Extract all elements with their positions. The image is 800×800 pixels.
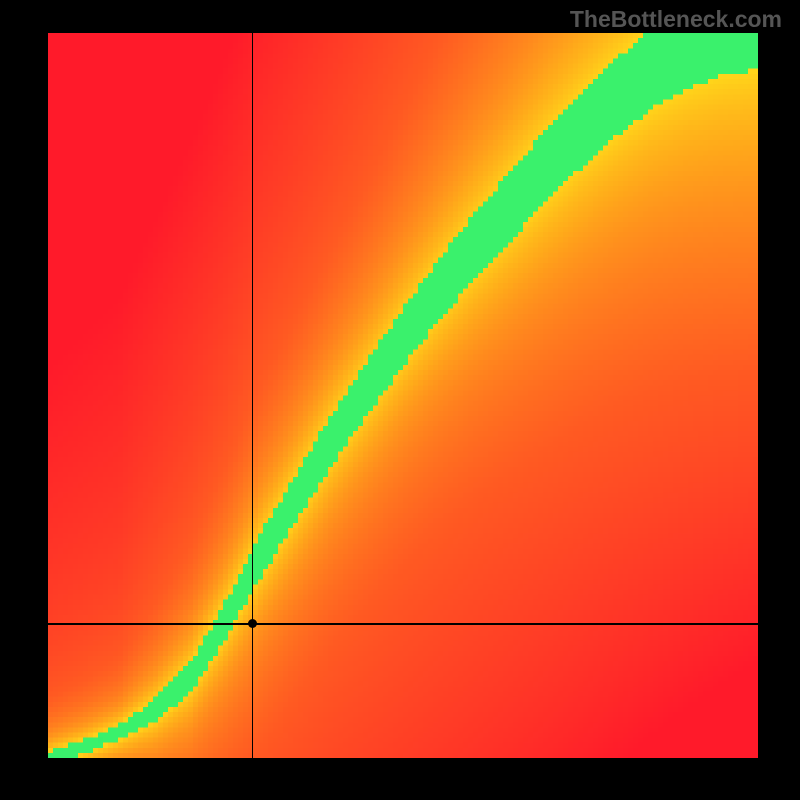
crosshair-horizontal xyxy=(48,623,758,624)
bottleneck-heatmap xyxy=(48,33,758,758)
chart-root: TheBottleneck.com xyxy=(0,0,800,800)
crosshair-vertical xyxy=(252,33,253,758)
watermark-text: TheBottleneck.com xyxy=(570,6,782,33)
